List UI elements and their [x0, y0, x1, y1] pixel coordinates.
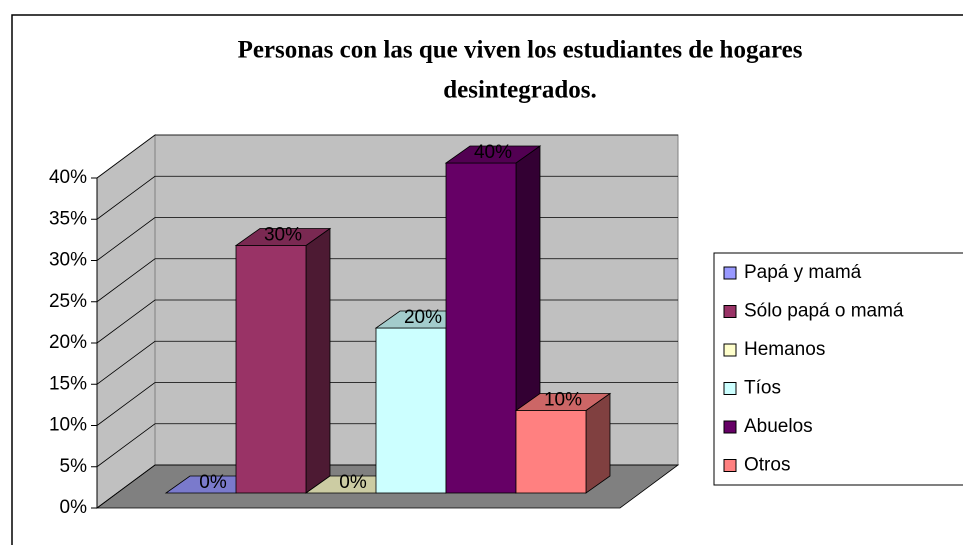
- y-tick-label: 0%: [60, 497, 88, 518]
- data-label: 30%: [264, 225, 302, 246]
- bar: [445, 162, 517, 494]
- data-label: 0%: [199, 472, 227, 493]
- bar-side: [305, 227, 331, 494]
- bar-top: [444, 145, 542, 164]
- bar: [515, 410, 587, 494]
- y-tick-label: 30%: [49, 250, 87, 271]
- legend-box: [713, 252, 963, 486]
- y-tick-label: 5%: [60, 456, 88, 477]
- legend-label: Tíos: [744, 378, 781, 399]
- y-tick-label: 40%: [49, 167, 87, 188]
- legend-swatch: [723, 343, 737, 357]
- legend-label: Abuelos: [744, 416, 813, 437]
- bar: [375, 327, 447, 494]
- chart-title: Personas con las que viven los estudiant…: [238, 37, 803, 64]
- legend-label: Hemanos: [744, 339, 825, 360]
- y-tick-label: 10%: [49, 415, 87, 436]
- legend-label: Papá y mamá: [744, 262, 862, 283]
- y-tick-label: 15%: [49, 373, 87, 394]
- legend-label: Sólo papá o mamá: [744, 301, 904, 322]
- grid-line: [96, 134, 678, 179]
- chart-title: desintegrados.: [443, 77, 596, 104]
- data-label: 40%: [474, 142, 512, 163]
- legend-swatch: [723, 459, 737, 472]
- legend-swatch: [723, 266, 737, 280]
- bar-top: [514, 393, 612, 411]
- data-label: 10%: [544, 390, 582, 411]
- legend-swatch: [723, 382, 737, 395]
- data-label: 0%: [339, 472, 367, 493]
- legend-label: Otros: [744, 455, 790, 476]
- bar: [235, 245, 307, 494]
- bar-top: [234, 228, 332, 246]
- legend-swatch: [723, 305, 737, 318]
- data-label: 20%: [404, 307, 442, 328]
- y-tick-label: 20%: [49, 332, 87, 353]
- y-tick-label: 25%: [49, 291, 87, 312]
- y-tick-label: 35%: [49, 208, 87, 229]
- legend-swatch: [723, 420, 737, 434]
